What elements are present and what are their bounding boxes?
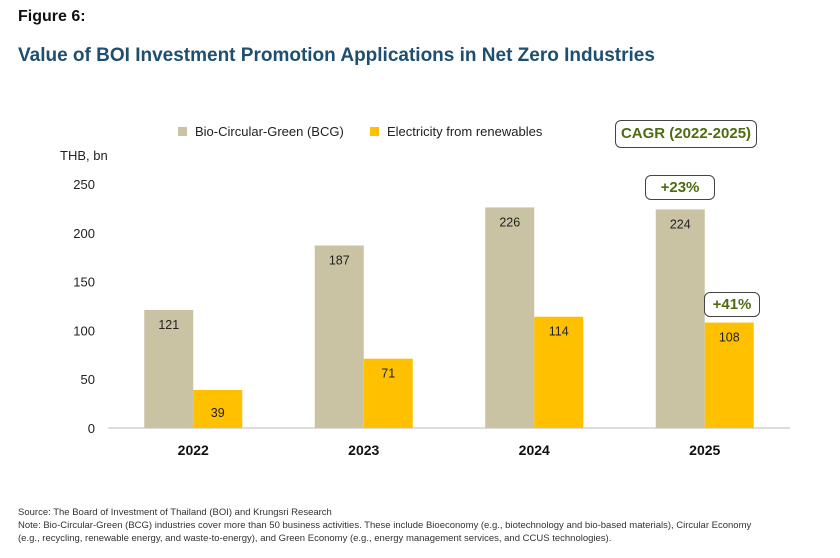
legend-label-renewables: Electricity from renewables: [387, 124, 543, 139]
data-label: 226: [499, 215, 520, 229]
y-tick-label: 250: [73, 177, 95, 192]
bar-bcg: [485, 207, 535, 428]
data-label: 121: [158, 318, 179, 332]
bar-bcg: [314, 245, 364, 428]
y-tick-label: 200: [73, 226, 95, 241]
y-tick-label: 0: [88, 421, 95, 436]
x-tick-label: 2022: [178, 442, 209, 458]
bar-renewables: [704, 322, 754, 428]
cagr-header-box: CAGR (2022-2025): [615, 120, 757, 148]
y-axis-label: THB, bn: [60, 148, 108, 163]
legend-label-bcg: Bio-Circular-Green (BCG): [195, 124, 344, 139]
chart-title: Value of BOI Investment Promotion Applic…: [18, 45, 655, 66]
data-label: 39: [211, 406, 225, 420]
data-label: 71: [381, 367, 395, 381]
x-tick-label: 2025: [689, 442, 720, 458]
bar-renewables: [193, 389, 243, 428]
bar-bcg: [144, 309, 194, 428]
bcg-cagr-box: +23%: [645, 175, 715, 200]
data-label: 108: [719, 331, 740, 345]
y-tick-label: 150: [73, 275, 95, 290]
bar-bcg: [655, 209, 705, 428]
figure-label: Figure 6:: [18, 8, 86, 25]
x-tick-label: 2023: [348, 442, 379, 458]
x-tick-label: 2024: [519, 442, 550, 458]
bar-chart: 0 50 100 150 200 250 2022 121 39 2023 187 71 2024 226…: [73, 177, 790, 458]
data-label: 187: [329, 253, 350, 267]
data-label: 224: [670, 217, 691, 231]
bar-renewables: [534, 316, 584, 428]
y-tick-label: 100: [73, 323, 95, 338]
data-label: 114: [549, 325, 569, 339]
legend-swatch-bcg: [178, 127, 187, 136]
footnote-line-2: (e.g., recycling, renewable energy, and …: [18, 533, 612, 544]
y-tick-label: 50: [81, 372, 95, 387]
legend-swatch-renewables: [370, 127, 379, 136]
legend-item-bcg: Bio-Circular-Green (BCG): [178, 124, 344, 139]
footnote-line-1: Note: Bio-Circular-Green (BCG) industrie…: [18, 520, 752, 531]
bar-renewables: [363, 358, 413, 428]
renewables-cagr-box: +41%: [704, 292, 760, 317]
legend-item-renewables: Electricity from renewables: [370, 124, 542, 139]
source-note: Source: The Board of Investment of Thail…: [18, 507, 332, 518]
